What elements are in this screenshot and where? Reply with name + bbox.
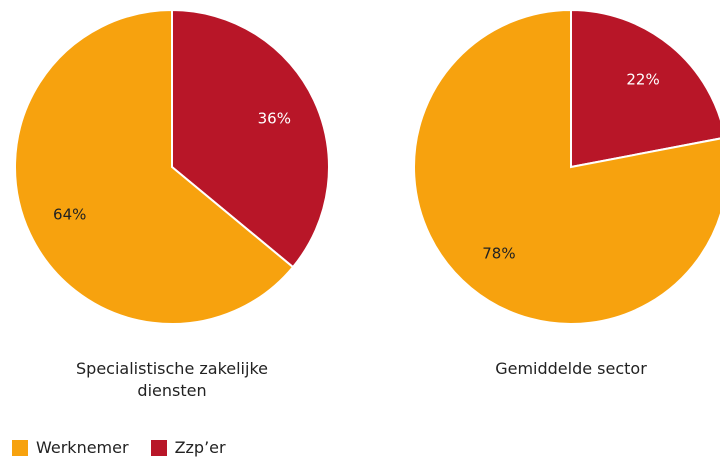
legend: Werknemer Zzp’er: [12, 438, 226, 457]
chart-title: Gemiddelde sector: [495, 359, 647, 378]
pie-slice: [570, 8, 720, 169]
legend-item: Zzp’er: [150, 438, 226, 457]
legend-label: Werknemer: [36, 438, 129, 457]
data-label: 64%: [53, 206, 86, 224]
legend-item: Werknemer: [12, 438, 129, 457]
data-label: 22%: [626, 70, 659, 88]
legend-swatch: [150, 439, 167, 456]
pie-slice: [14, 8, 295, 325]
data-label: 78%: [482, 245, 515, 263]
pie-slice: [413, 8, 720, 325]
data-label: 36%: [258, 109, 291, 127]
chart-title: Specialistische zakelijke diensten: [76, 359, 268, 400]
legend-label: Zzp’er: [174, 438, 226, 457]
pie-slice: [171, 8, 330, 269]
legend-swatch: [12, 439, 28, 456]
